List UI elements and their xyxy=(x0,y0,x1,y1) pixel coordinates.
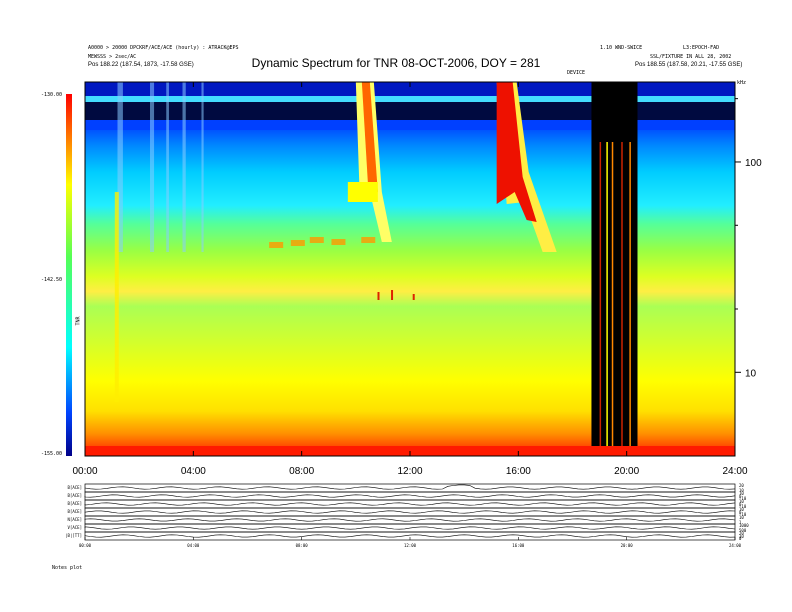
right-meta-line-1: 1.10 WND-SWICE xyxy=(600,45,643,51)
panel-tick-label: 0 xyxy=(739,536,742,541)
panel-tick-label: 20 xyxy=(739,483,744,488)
emission-patch xyxy=(290,240,305,246)
emission-dot xyxy=(412,294,415,300)
panel-x-tick-label: 00:00 xyxy=(79,543,92,548)
panel-trace xyxy=(84,484,736,490)
panel-trace xyxy=(84,510,736,514)
spectrum-blue-band xyxy=(85,120,735,130)
emission-patch xyxy=(309,237,324,243)
parameter-panel: B[ACE] 20 10 xyxy=(68,483,745,493)
spectrum-cyan-band xyxy=(85,96,735,102)
emission-patch xyxy=(331,239,346,245)
panel-tick-label: 20 xyxy=(739,531,744,536)
type-iii-burst xyxy=(347,82,392,242)
emission-dot xyxy=(377,292,380,300)
panel-tick-label: -10 xyxy=(739,504,747,509)
panel-tick-label: 10 xyxy=(739,499,744,504)
y-tick-label: 10 xyxy=(745,368,757,379)
panel-label: V[ACE] xyxy=(68,525,82,530)
right-corner-label: L3:EPOCH-FAD xyxy=(683,45,720,51)
parameter-panel: B[ACE] 100-10 xyxy=(68,507,747,517)
panel-label: |B|[TT] xyxy=(65,533,82,538)
chart-title: Dynamic Spectrum for TNR 08-OCT-2006, DO… xyxy=(251,56,541,70)
panel-label: B[ACE] xyxy=(68,493,82,498)
panel-label: B[ACE] xyxy=(68,485,82,490)
panel-x-tick-label: 20:00 xyxy=(621,543,634,548)
panel-tick-label: 0 xyxy=(739,494,742,499)
colorbar-tick-mid: -142.50 xyxy=(41,277,63,283)
panel-trace xyxy=(84,534,736,538)
x-tick-label: 00:00 xyxy=(72,466,97,477)
event-marker-label: DEVICE xyxy=(567,70,586,76)
interference-streak xyxy=(182,82,186,252)
footer-label: Notes plot xyxy=(52,565,83,571)
panel-tick-label: 10 xyxy=(739,507,744,512)
gap-line xyxy=(621,142,623,456)
parameter-panel: B[ACE] 100-10 xyxy=(68,491,747,501)
parameter-panel: B[ACE] 100-10 xyxy=(68,499,747,509)
panel-tick-label: 10 xyxy=(739,491,744,496)
panel-tick-label: -10 xyxy=(739,496,747,501)
right-meta-line-3: Pos 188.55 (187.58, 20.21, -17.55 GSE) xyxy=(635,62,743,68)
panel-x-tick-label: 04:00 xyxy=(187,543,200,548)
colorbar-tick-top: -130.00 xyxy=(41,92,63,98)
unit-mark: kHz xyxy=(737,80,747,86)
emission-patch xyxy=(361,237,376,243)
gap-line xyxy=(629,142,631,456)
panel-tick-label: 10 xyxy=(739,534,744,539)
panel-trace xyxy=(84,494,736,498)
panel-label: N[ACE] xyxy=(68,517,82,522)
emission-dot xyxy=(391,290,394,300)
interference-streak xyxy=(117,82,123,252)
gap-line xyxy=(599,142,602,456)
spectrum-top-band xyxy=(85,82,735,96)
burst-foot xyxy=(347,182,378,202)
type-iii-burst xyxy=(496,82,557,252)
x-tick-label: 12:00 xyxy=(397,466,422,477)
parameter-panel: N[ACE] 101 xyxy=(68,515,745,525)
panel-tick-label: 10 xyxy=(739,488,744,493)
panel-tick-label: 10 xyxy=(739,515,744,520)
panel-x-tick-label: 12:00 xyxy=(404,543,417,548)
left-meta-line-1: A0000 > 20000 DPCKRF/ACE/ACE (hourly) : … xyxy=(88,45,239,51)
panel-label: B[ACE] xyxy=(68,501,82,506)
left-meta-line-3: Pos 188.22 (187.54, 1873, -17.58 GSE) xyxy=(88,62,194,68)
x-tick-label: 08:00 xyxy=(289,466,314,477)
burst-core xyxy=(496,82,537,222)
left-meta-line-2: MEWSSS > 2sec/AC xyxy=(88,54,137,60)
colorbar xyxy=(66,94,72,456)
panel-tick-label: 1000 xyxy=(739,523,749,528)
panel-trace xyxy=(84,526,736,530)
panel-tick-label: 1 xyxy=(739,520,742,525)
panel-x-tick-label: 08:00 xyxy=(296,543,309,548)
panel-tick-label: 0 xyxy=(739,502,742,507)
panel-label: B[ACE] xyxy=(68,509,82,514)
interference-streak xyxy=(166,82,169,252)
panel-tick-label: 500 xyxy=(739,528,747,533)
gap-line xyxy=(606,142,608,456)
x-tick-label: 24:00 xyxy=(722,466,747,477)
gap-line xyxy=(611,142,614,456)
panel-tick-label: 0 xyxy=(739,510,742,515)
interference-streak xyxy=(201,82,204,252)
burst-core xyxy=(361,82,378,192)
x-tick-label: 04:00 xyxy=(181,466,206,477)
burst-streak xyxy=(114,192,119,402)
right-meta-line-2: SSL/FIXTURE IN ALL 28, 2002 xyxy=(650,54,732,60)
emission-patch xyxy=(269,242,284,248)
panel-tick-label: -10 xyxy=(739,512,747,517)
interference-streak xyxy=(150,82,155,252)
x-tick-label: 16:00 xyxy=(506,466,531,477)
panel-trace xyxy=(84,502,736,506)
x-tick-label: 20:00 xyxy=(614,466,639,477)
panel-trace xyxy=(84,518,736,522)
y-tick-label: 100 xyxy=(745,158,762,169)
panel-x-tick-label: 16:00 xyxy=(512,543,525,548)
panel-x-tick-label: 24:00 xyxy=(729,543,742,548)
spectrum-dark-band xyxy=(85,102,735,120)
colorbar-tick-bottom: -155.00 xyxy=(41,451,63,457)
